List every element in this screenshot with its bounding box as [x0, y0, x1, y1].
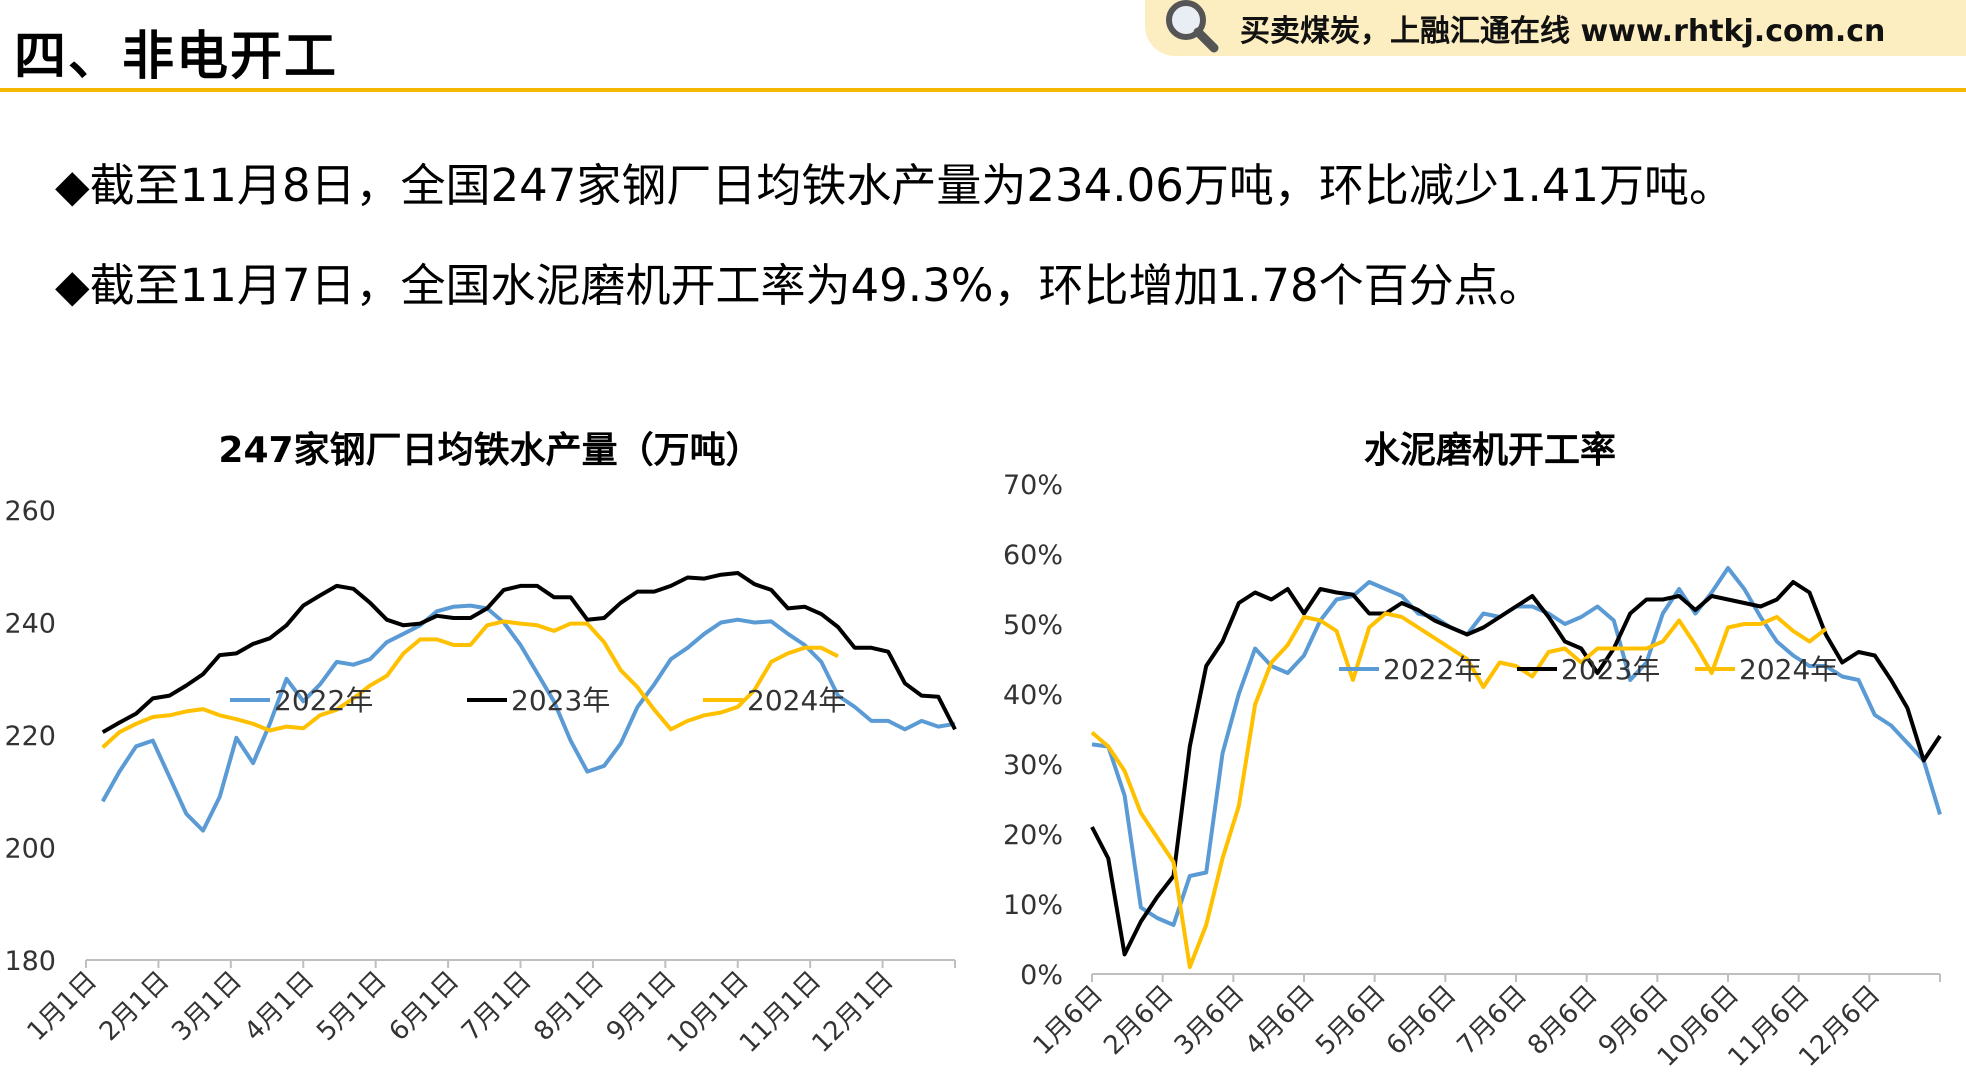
hot-metal-output-chart: 247家钢厂日均铁水产量（万吨） 180 200 220 240 260 1月1日2月1日3… [4, 430, 957, 1059]
x-tick-label: 2月1日 [94, 966, 175, 1047]
bullet-item: ◆截至11月7日，全国水泥磨机开工率为49.3%，环比增加1.78个百分点。 [55, 236, 1734, 336]
legend-label: 2022年 [274, 684, 373, 717]
legend-label: 2024年 [1739, 653, 1838, 686]
legend-label: 2023年 [511, 684, 610, 717]
y-tick-label: 70% [1003, 470, 1063, 501]
x-tick-label: 12月1日 [806, 966, 899, 1059]
y-tick-label: 260 [4, 496, 56, 527]
series-line-2022年 [100, 603, 956, 833]
cement-mill-rate-chart: 水泥磨机开工率 0% 10% 20% 30% 40% 50% 60% 70% 1月6日2月6日3月… [1003, 430, 1942, 1073]
chart-title: 247家钢厂日均铁水产量（万吨） [218, 430, 761, 471]
x-tick-label: 8月6日 [1522, 980, 1603, 1061]
x-tick-label: 6月1日 [384, 966, 465, 1047]
x-tick-label: 5月1日 [311, 966, 392, 1047]
series-line-2024年 [1090, 611, 1828, 969]
bullet-text-2: 截至11月7日，全国水泥磨机开工率为49.3%，环比增加1.78个百分点。 [89, 259, 1544, 312]
y-tick-label: 200 [4, 834, 56, 865]
legend-label: 2024年 [747, 684, 846, 717]
x-tick-label: 1月6日 [1028, 980, 1109, 1061]
y-tick-label: 220 [4, 721, 56, 752]
bullet-list: ◆截至11月8日，全国247家钢厂日均铁水产量为234.06万吨，环比减少1.4… [55, 136, 1734, 336]
y-tick-label: 0% [1020, 960, 1063, 991]
banner-text: 买卖煤炭，上融汇通在线 www.rhtkj.com.cn [1240, 14, 1886, 49]
x-tick-label: 3月6日 [1169, 980, 1250, 1061]
series-line-2023年 [1090, 580, 1942, 957]
y-tick-label: 240 [4, 609, 56, 640]
x-tick-label: 4月6日 [1240, 980, 1321, 1061]
bullet-item: ◆截至11月8日，全国247家钢厂日均铁水产量为234.06万吨，环比减少1.4… [55, 136, 1734, 236]
x-tick-label: 3月1日 [166, 966, 247, 1047]
y-tick-label: 40% [1003, 680, 1063, 711]
x-tick-label: 1月1日 [22, 966, 103, 1047]
y-tick-label: 20% [1003, 820, 1063, 851]
title-underline [0, 88, 1966, 92]
legend-label: 2022年 [1383, 653, 1482, 686]
series-line-2024年 [101, 619, 839, 749]
series-line-2023年 [101, 571, 957, 734]
legend-label: 2023年 [1561, 653, 1660, 686]
x-tick-label: 5月6日 [1310, 980, 1391, 1061]
x-tick-label: 8月1日 [528, 966, 609, 1047]
y-tick-label: 30% [1003, 750, 1063, 781]
y-tick-label: 50% [1003, 610, 1063, 641]
y-tick-label: 180 [4, 946, 56, 977]
x-tick-label: 7月1日 [456, 966, 537, 1047]
bullet-text-1: 截至11月8日，全国247家钢厂日均铁水产量为234.06万吨，环比减少1.41… [89, 159, 1735, 212]
chart-title: 水泥磨机开工率 [1364, 430, 1616, 471]
y-tick-label: 10% [1003, 890, 1063, 921]
x-tick-label: 4月1日 [239, 966, 320, 1047]
y-tick-label: 60% [1003, 540, 1063, 571]
page-title: 四、非电开工 [14, 27, 339, 87]
x-tick-label: 7月6日 [1452, 980, 1533, 1061]
x-tick-label: 6月6日 [1381, 980, 1462, 1061]
search-icon [1166, 0, 1219, 53]
x-tick-label: 2月6日 [1098, 980, 1179, 1061]
banner-background [1145, 0, 1966, 56]
bullet-diamond-icon: ◆ [55, 259, 90, 312]
bullet-diamond-icon: ◆ [55, 159, 90, 212]
